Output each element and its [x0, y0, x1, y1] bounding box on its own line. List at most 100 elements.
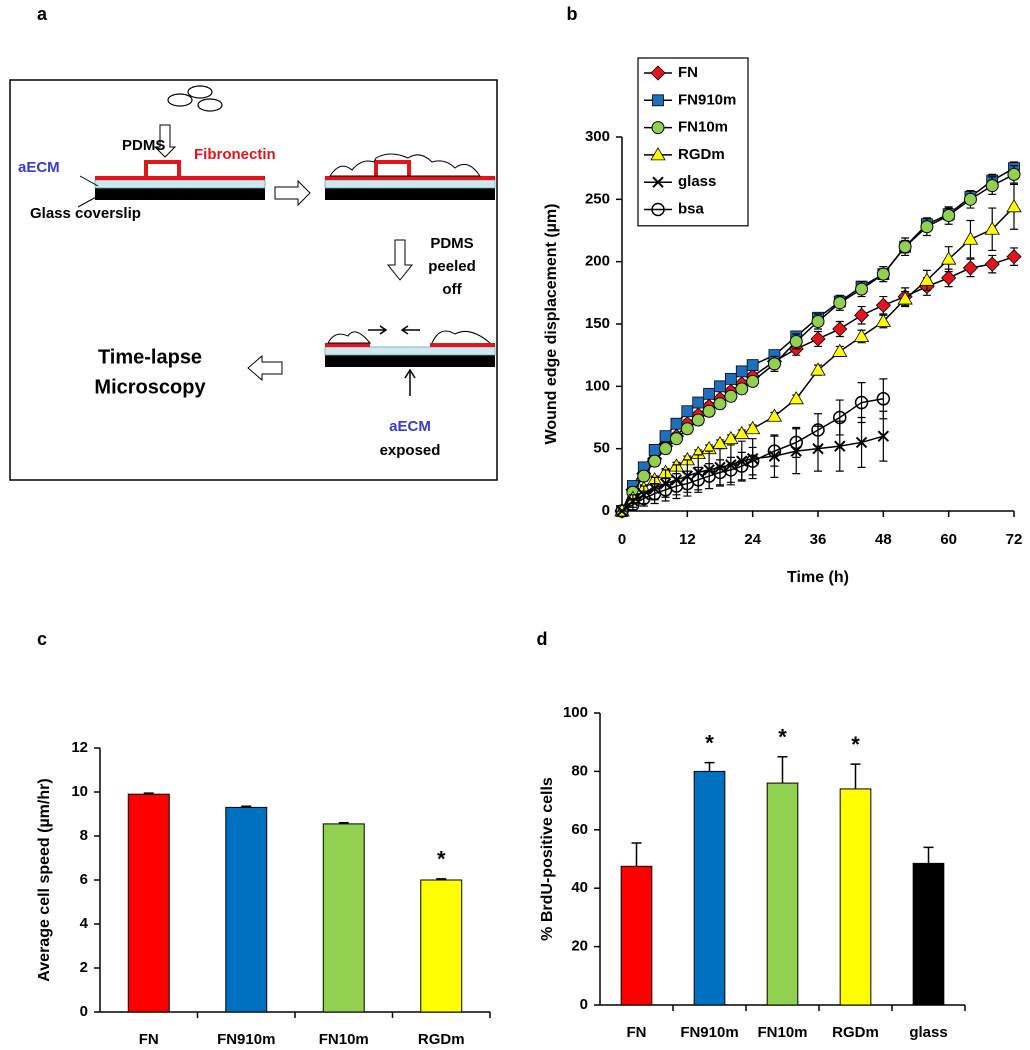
y-axis-label: % BrdU-positive cells — [539, 777, 556, 941]
marker — [812, 442, 824, 455]
legend-marker — [650, 65, 666, 81]
label: PDMS — [122, 137, 165, 154]
panel-label: a — [37, 4, 48, 24]
error-bar — [814, 413, 822, 447]
marker — [702, 404, 716, 418]
x-tick-label: 48 — [875, 531, 892, 548]
pdms-block — [374, 160, 411, 180]
label: Fibronectin — [194, 146, 276, 163]
y-tick-label: 12 — [71, 739, 88, 756]
marker — [940, 251, 957, 265]
marker — [962, 231, 979, 245]
x-tick-label: FN10m — [319, 1031, 369, 1048]
y-tick-label: 50 — [593, 440, 610, 457]
marker — [692, 396, 705, 409]
fibronectin-layer — [325, 343, 370, 347]
marker — [962, 260, 979, 276]
marker — [626, 498, 640, 512]
marker — [898, 240, 912, 254]
y-tick-label: 150 — [585, 315, 610, 332]
marker — [735, 365, 748, 378]
glass-layer — [325, 188, 495, 200]
marker — [984, 256, 1000, 272]
diagram: a PDMS Fibronectin aECM Glass coverslip … — [9, 4, 498, 481]
fibronectin-layer — [430, 343, 495, 347]
legend-label: bsa — [678, 200, 705, 217]
marker — [746, 374, 760, 388]
x-tick-label: 72 — [1006, 531, 1023, 548]
marker — [691, 413, 705, 427]
x-tick-label: 36 — [810, 531, 827, 548]
marker — [744, 420, 761, 435]
y-tick-label: 100 — [585, 377, 610, 394]
bar — [839, 788, 872, 1006]
legend-label: glass — [678, 173, 716, 190]
marker — [724, 372, 737, 385]
significance-mark: * — [851, 732, 860, 757]
marker — [637, 469, 651, 483]
aecm-layer — [94, 179, 266, 189]
y-tick-label: 250 — [585, 190, 610, 207]
bar — [693, 770, 726, 1006]
y-tick-label: 20 — [571, 938, 588, 955]
glass-layer — [95, 188, 265, 200]
panel-label: d — [537, 629, 548, 649]
x-tick-label: FN910m — [217, 1031, 275, 1048]
marker — [876, 267, 890, 281]
marker — [942, 209, 956, 223]
marker — [832, 343, 848, 357]
y-axis-label: Wound edge displacement (µm) — [543, 204, 560, 445]
x-tick-label: FN — [139, 1031, 159, 1048]
marker — [877, 430, 890, 442]
bar — [225, 806, 268, 1013]
marker — [637, 491, 651, 506]
marker — [875, 313, 892, 327]
marker — [1007, 167, 1021, 181]
marker — [615, 504, 629, 518]
marker — [735, 382, 749, 396]
bar — [620, 865, 653, 1006]
aecm-layer — [324, 346, 496, 356]
marker — [853, 328, 870, 342]
x-tick-label: FN910m — [680, 1024, 738, 1041]
marker — [1006, 249, 1022, 265]
x-tick-label: 60 — [940, 531, 957, 548]
marker — [984, 221, 1000, 235]
bar — [420, 879, 463, 1013]
legend-label: FN — [678, 64, 698, 81]
marker — [703, 387, 716, 400]
y-tick-label: 60 — [571, 821, 588, 838]
marker — [963, 192, 977, 206]
marker — [941, 270, 957, 286]
label: exposed — [380, 442, 441, 459]
marker — [1006, 199, 1022, 213]
error-bar — [639, 490, 648, 507]
label: aECM — [18, 159, 60, 176]
error-bar — [737, 451, 746, 481]
panel-label: c — [37, 629, 47, 649]
marker — [897, 291, 913, 305]
arrow — [404, 368, 416, 396]
diagram-frame — [9, 79, 498, 481]
marker — [648, 444, 661, 456]
error-bar — [777, 756, 788, 784]
marker — [788, 391, 804, 405]
bar — [322, 823, 365, 1013]
arrow — [368, 325, 420, 335]
y-axis-label: Average cell speed (µm/hr) — [36, 778, 53, 981]
y-tick-label: 4 — [80, 915, 89, 932]
marker — [766, 408, 783, 422]
marker — [832, 321, 848, 337]
panel-label: b — [567, 4, 578, 24]
pdms-block — [144, 160, 181, 180]
x-tick-label: 0 — [618, 531, 626, 548]
legend-box — [637, 57, 749, 227]
y-tick-label: 0 — [602, 502, 610, 519]
legend-marker — [651, 202, 665, 217]
error-bar — [726, 456, 735, 483]
marker — [833, 410, 847, 425]
pointer — [79, 175, 99, 187]
y-tick-label: 8 — [80, 827, 88, 844]
bar — [912, 862, 945, 1006]
marker — [659, 430, 672, 443]
